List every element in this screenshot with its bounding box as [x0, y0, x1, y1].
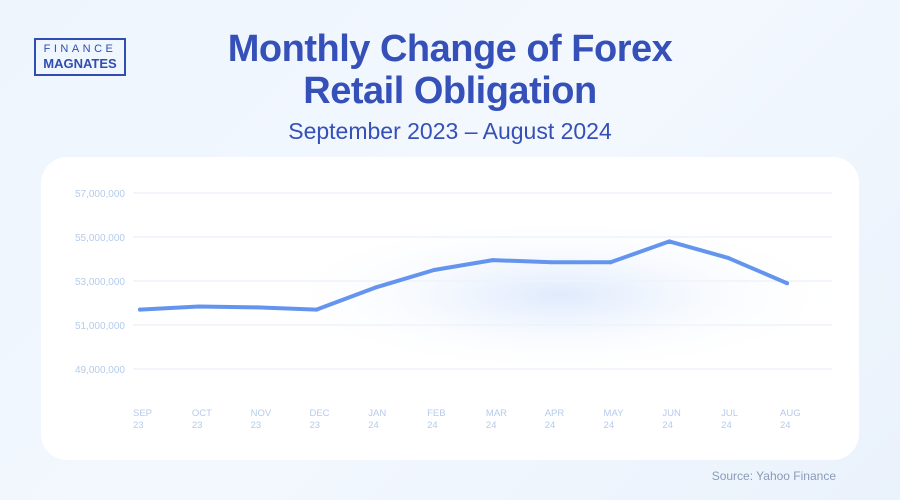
series-line: [138, 239, 789, 312]
data-point: [549, 260, 554, 265]
data-point: [432, 268, 437, 272]
data-point: [490, 258, 495, 263]
source-note: Source: Yahoo Finance: [711, 469, 836, 483]
x-tick-label: 24: [427, 420, 438, 431]
x-tick-label: AUG: [780, 408, 801, 419]
x-tick-label: MAR: [486, 408, 507, 419]
x-tick-label: MAY: [604, 408, 625, 419]
x-tick-label: JAN: [368, 408, 386, 419]
x-tick-label: 24: [780, 420, 791, 431]
x-tick-label: 24: [545, 420, 556, 431]
x-tick-label: 24: [368, 420, 379, 431]
x-tick-label: 23: [133, 420, 144, 431]
x-tick-label: JUL: [721, 408, 738, 419]
x-tick-label: OCT: [192, 408, 212, 419]
chart-title: Monthly Change of Forex Retail Obligatio…: [227, 28, 673, 112]
x-tick-label: SEP: [133, 408, 152, 419]
data-point: [314, 307, 319, 312]
logo-line1: FINANCE: [43, 43, 117, 55]
y-tick-label: 51,000,000: [75, 321, 125, 332]
data-point: [138, 307, 142, 312]
y-tick-label: 57,000,000: [75, 189, 125, 200]
data-point: [667, 239, 672, 244]
x-tick-label: 24: [486, 420, 497, 431]
chart-subtitle: September 2023 – August 2024: [288, 118, 612, 144]
data-point: [196, 304, 201, 309]
x-tick-label: NOV: [251, 408, 272, 419]
x-tick-label: 24: [721, 420, 732, 431]
y-tick-label: 55,000,000: [75, 233, 125, 244]
x-tick-label: 23: [309, 420, 320, 431]
line-glow: [270, 215, 850, 375]
x-tick-label: APR: [545, 408, 565, 419]
x-tick-label: FEB: [427, 408, 445, 419]
data-point: [785, 281, 789, 286]
data-point: [608, 260, 613, 265]
x-tick-label: 24: [662, 420, 673, 431]
x-tick-label: 24: [604, 420, 615, 431]
y-tick-label: 49,000,000: [75, 365, 125, 376]
finance-magnates-logo: FINANCE MAGNATES: [34, 38, 126, 76]
y-tick-label: 53,000,000: [75, 277, 125, 288]
x-tick-label: DEC: [309, 408, 329, 419]
data-point: [255, 305, 260, 310]
data-point: [373, 285, 378, 290]
x-tick-label: JUN: [662, 408, 681, 419]
data-point: [726, 255, 731, 260]
logo-line2: MAGNATES: [43, 56, 117, 71]
x-tick-label: 23: [192, 420, 203, 431]
x-tick-label: 23: [251, 420, 262, 431]
